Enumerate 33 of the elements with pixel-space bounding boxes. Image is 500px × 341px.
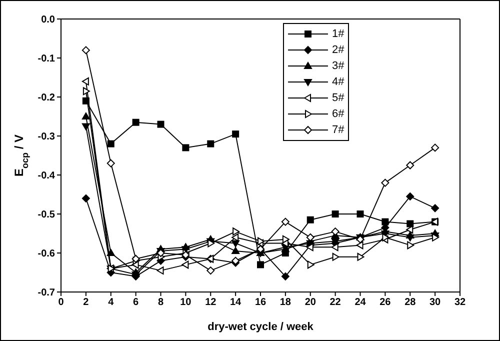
x-tick-label: 24: [354, 297, 366, 308]
legend-label: 1#: [332, 28, 344, 40]
x-tick-label: 30: [430, 297, 442, 308]
legend-label: 7#: [332, 124, 344, 136]
legend-label: 4#: [332, 76, 344, 88]
legend-label: 6#: [332, 108, 344, 120]
y-tick-label: -0.3: [38, 132, 56, 143]
x-tick-label: 0: [58, 297, 64, 308]
x-tick-label: 20: [304, 297, 316, 308]
x-tick-label: 32: [454, 297, 466, 308]
x-tick-label: 26: [380, 297, 392, 308]
y-tick-label: -0.2: [38, 92, 56, 104]
y-tick-label: -0.1: [38, 54, 56, 65]
legend-label: 2#: [332, 44, 344, 56]
y-tick-label: -0.5: [38, 210, 56, 221]
y-tick-label: -0.7: [38, 288, 56, 299]
x-tick-label: 28: [404, 297, 416, 308]
x-tick-label: 2: [83, 297, 90, 308]
y-tick-label: 0.0: [41, 14, 56, 26]
x-tick-label: 16: [254, 297, 266, 308]
y-tick-label: -0.4: [38, 170, 56, 182]
x-tick-label: 8: [158, 297, 164, 308]
x-tick-label: 10: [180, 297, 192, 308]
x-tick-label: 18: [280, 297, 292, 308]
x-tick-label: 12: [205, 297, 217, 308]
legend-label: 5#: [332, 92, 344, 104]
x-tick-label: 4: [108, 297, 114, 308]
y-tick-label: -0.6: [38, 248, 56, 260]
legend-label: 3#: [332, 60, 344, 72]
x-tick-label: 6: [133, 297, 140, 308]
x-tick-label: 14: [230, 297, 242, 308]
x-axis-title: dry-wet cycle / week: [208, 321, 314, 333]
x-tick-label: 22: [330, 297, 342, 308]
